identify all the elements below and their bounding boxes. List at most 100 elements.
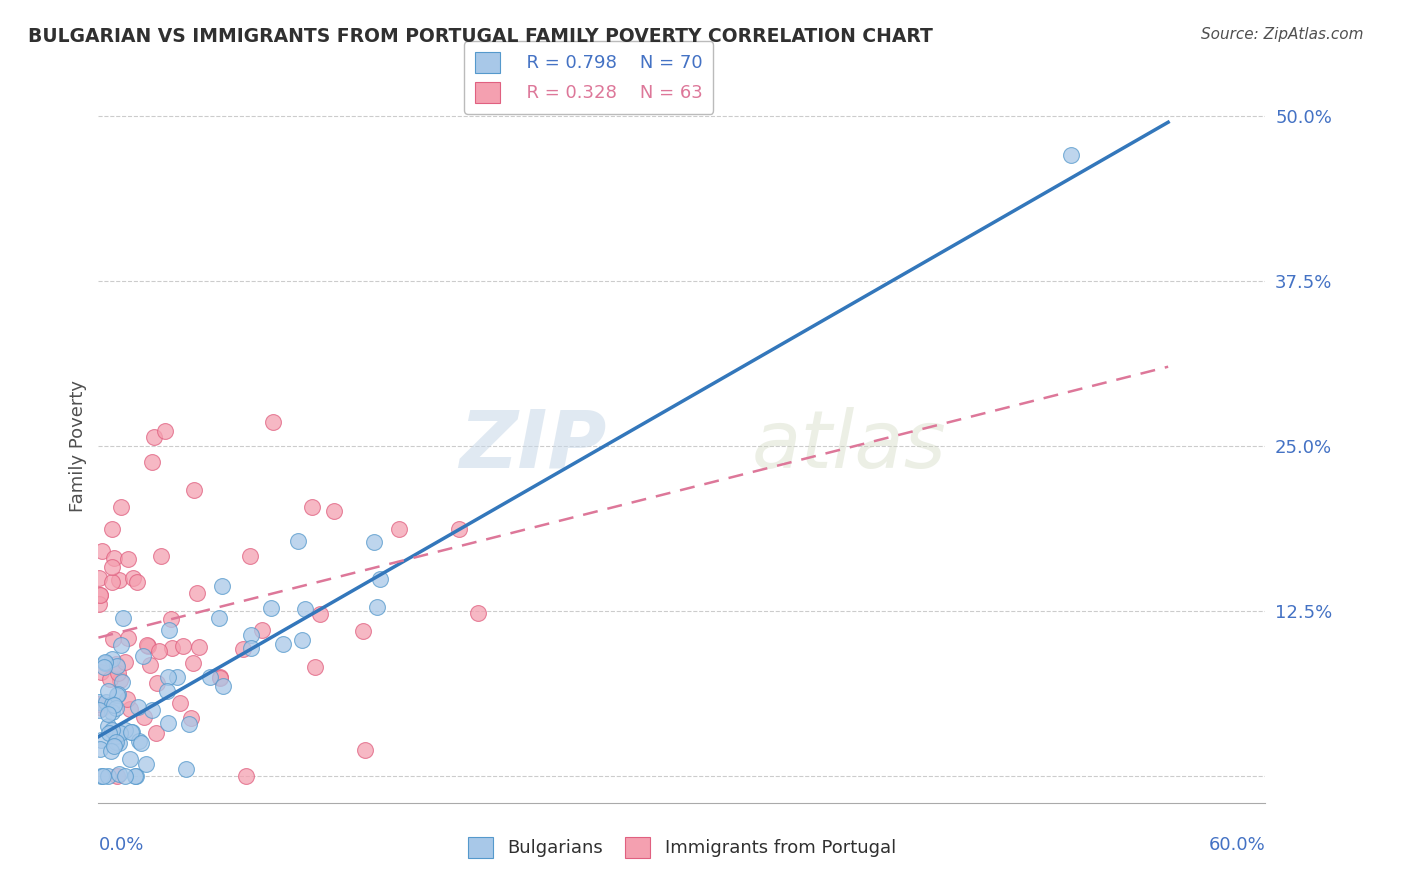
Point [354, 743, 377, 757]
Point [174, 762, 197, 776]
Point [104, 730, 127, 744]
Point [118, 752, 141, 766]
Point [208, 611, 231, 625]
Point [160, 612, 183, 626]
Point [142, 430, 165, 444]
Point [301, 500, 323, 514]
Point [112, 611, 135, 625]
Point [366, 599, 388, 614]
Point [181, 656, 204, 670]
Point [135, 757, 157, 772]
Point [87, 571, 110, 585]
Point [290, 632, 312, 647]
Point [1060, 148, 1083, 162]
Point [363, 535, 385, 549]
Y-axis label: Family Poverty: Family Poverty [69, 380, 87, 512]
Point [124, 769, 146, 783]
Point [98, 672, 121, 686]
Point [105, 688, 128, 702]
Point [104, 657, 127, 671]
Point [87, 698, 110, 712]
Point [188, 640, 211, 654]
Point [105, 769, 128, 783]
Point [90, 544, 112, 558]
Point [186, 586, 208, 600]
Point [100, 744, 122, 758]
Point [131, 649, 153, 664]
Legend: Bulgarians, Immigrants from Portugal: Bulgarians, Immigrants from Portugal [461, 830, 903, 865]
Point [122, 571, 145, 585]
Point [139, 657, 162, 672]
Point [108, 673, 131, 687]
Point [120, 701, 142, 715]
Point [89, 695, 111, 709]
Point [294, 602, 316, 616]
Point [141, 703, 163, 717]
Point [100, 522, 122, 536]
Point [91, 769, 114, 783]
Point [145, 725, 167, 739]
Point [156, 716, 179, 731]
Point [101, 705, 124, 719]
Point [114, 655, 136, 669]
Point [172, 639, 194, 653]
Point [115, 692, 138, 706]
Point [105, 701, 128, 715]
Point [240, 640, 263, 655]
Point [128, 733, 150, 747]
Point [183, 483, 205, 498]
Point [262, 415, 284, 429]
Point [93, 660, 115, 674]
Point [141, 455, 163, 469]
Point [273, 637, 295, 651]
Point [105, 659, 128, 673]
Point [177, 717, 200, 731]
Point [368, 572, 391, 586]
Point [94, 656, 117, 670]
Point [157, 623, 180, 637]
Point [125, 574, 148, 589]
Text: 60.0%: 60.0% [1209, 836, 1265, 854]
Point [101, 697, 124, 711]
Point [148, 644, 170, 658]
Text: ZIP: ZIP [458, 407, 606, 485]
Point [121, 724, 143, 739]
Point [120, 725, 142, 739]
Point [235, 769, 257, 783]
Point [89, 588, 111, 602]
Point [304, 660, 326, 674]
Point [100, 723, 122, 737]
Point [108, 573, 131, 587]
Point [101, 559, 124, 574]
Point [101, 632, 124, 647]
Point [107, 766, 129, 780]
Point [94, 655, 117, 669]
Point [103, 739, 125, 753]
Point [467, 606, 489, 620]
Point [127, 699, 149, 714]
Point [352, 624, 374, 638]
Point [98, 726, 121, 740]
Text: 0.0%: 0.0% [98, 836, 143, 854]
Point [153, 424, 176, 438]
Point [114, 723, 136, 738]
Text: Source: ZipAtlas.com: Source: ZipAtlas.com [1201, 27, 1364, 42]
Point [105, 735, 128, 749]
Point [90, 665, 112, 680]
Point [160, 641, 183, 656]
Point [94, 695, 117, 709]
Point [156, 684, 179, 698]
Point [114, 769, 136, 783]
Point [322, 504, 344, 518]
Point [136, 640, 159, 654]
Point [110, 675, 132, 690]
Point [208, 670, 231, 684]
Point [103, 698, 125, 713]
Point [107, 688, 129, 702]
Point [110, 638, 132, 652]
Point [107, 736, 129, 750]
Point [89, 588, 111, 602]
Point [87, 703, 110, 717]
Point [157, 670, 180, 684]
Point [388, 522, 411, 536]
